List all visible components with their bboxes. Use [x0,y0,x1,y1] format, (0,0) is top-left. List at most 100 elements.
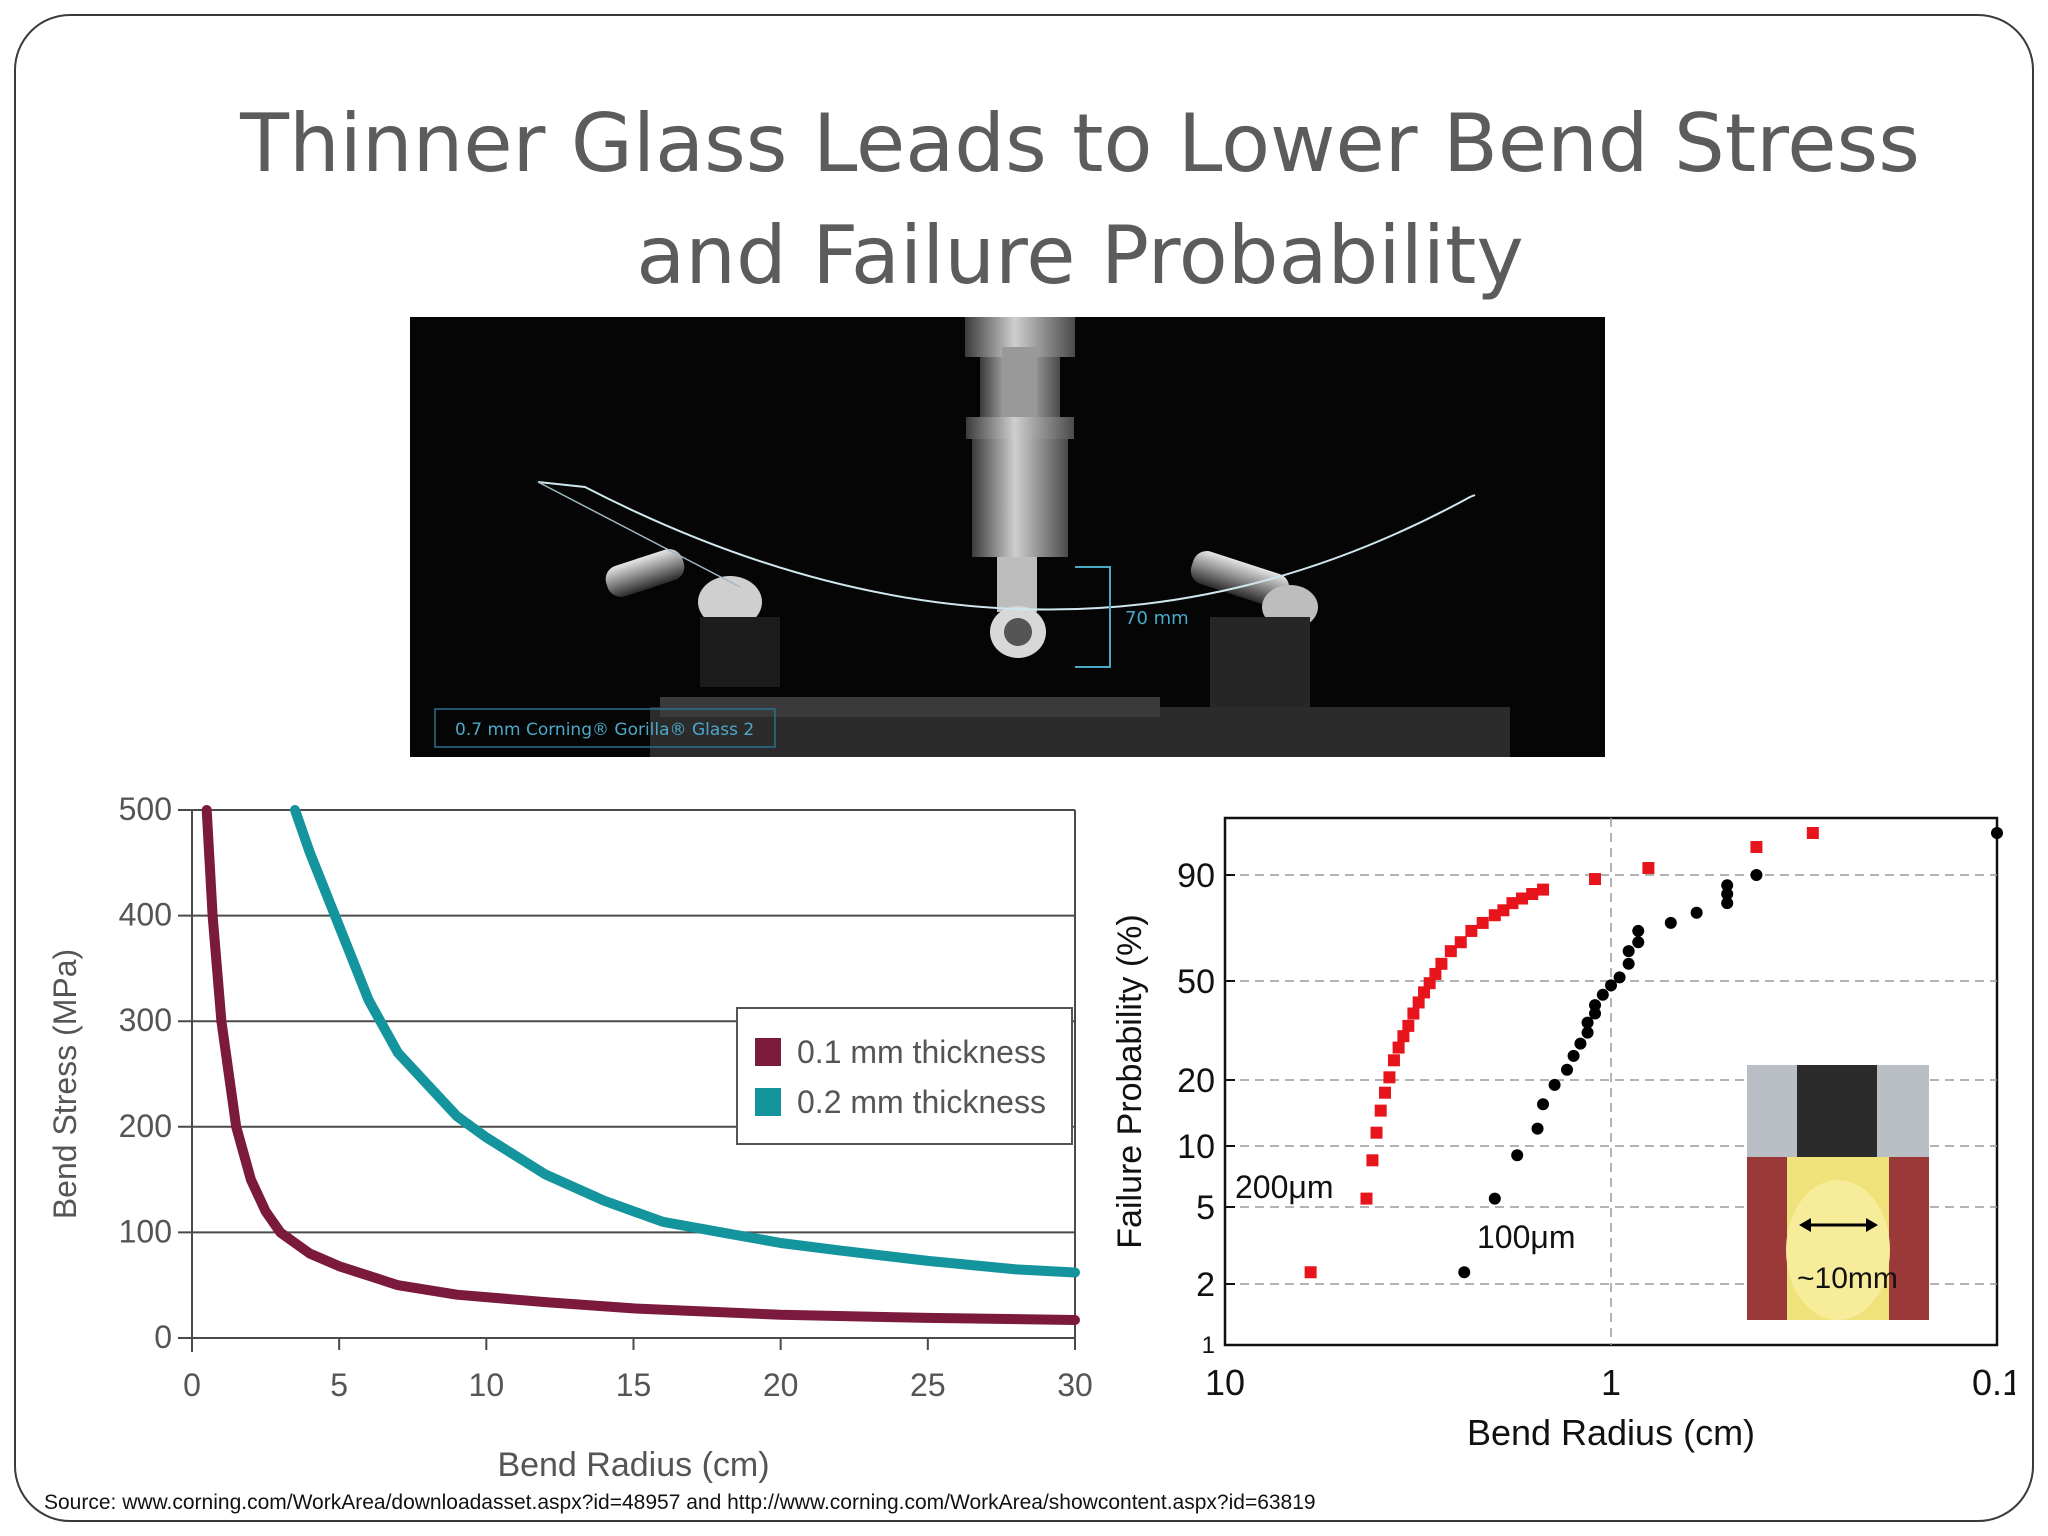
y-tick-label: 0 [154,1319,172,1355]
inset-label: ~10mm [1797,1262,1898,1295]
slide-frame [14,14,2034,1522]
annotation-200um: 200μm [1235,1169,1333,1205]
y-tick-label: 500 [119,791,172,827]
y-axis-label: Bend Stress (MPa) [47,949,83,1219]
x-tick-label: 15 [616,1367,652,1403]
data-point-100um [1605,979,1617,992]
data-point-100um [1511,1149,1524,1162]
data-point-100um [1581,1016,1594,1029]
x-tick-label: 10 [469,1367,505,1403]
data-point-100um [1632,924,1645,937]
data-point-100um [1581,1026,1594,1039]
title-line-1: Thinner Glass Leads to Lower Bend Stress [240,97,1920,190]
data-point-100um [1721,879,1734,892]
data-point-200um [1506,897,1519,910]
data-point-200um [1370,1126,1383,1139]
data-point-100um [1622,945,1635,958]
bend-test-photo: 70 mm 0.7 mm Corning® Gorilla® Glass 2 [410,317,1605,757]
data-point-200um [1423,977,1436,990]
data-point-100um [1632,936,1645,949]
test-fixture [605,317,1510,757]
data-point-200um [1407,1007,1420,1020]
y-tick-label: 5 [1196,1189,1215,1227]
y-tick-label: 400 [119,897,172,933]
caption-box [434,708,776,748]
x-tick-label: 0.1 [1972,1362,2015,1403]
data-point-200um [1537,883,1550,896]
annotation-100um: 100μm [1477,1219,1575,1255]
data-point-100um [1613,971,1626,984]
legend-label: 0.1 mm thickness [797,1034,1046,1070]
data-point-100um [1589,999,1602,1012]
data-point-200um [1304,1266,1317,1279]
y-tick-label: 100 [119,1213,172,1249]
x-tick-label: 0 [183,1367,201,1403]
data-point-100um [1537,1098,1550,1111]
legend-swatch [755,1038,781,1066]
data-point-200um [1497,904,1510,917]
data-point-200um [1392,1041,1405,1054]
y-axis-label: Failure Probability (%) [1111,914,1149,1248]
data-point-200um [1387,1054,1400,1067]
data-point-100um [1596,988,1609,1001]
data-point-100um [1488,1192,1501,1205]
legend [736,1007,1073,1145]
legend-label: 0.2 mm thickness [797,1084,1046,1120]
data-point-200um [1750,841,1763,853]
failure-probability-chart: 1 2 5 10 20 50 90 10 1 0.1 Bend Radius (cm) Failure… [1111,816,2015,1453]
y-tick-label: 10 [1177,1128,1215,1166]
source-citation: Source: www.corning.com/WorkArea/downloa… [44,1491,1316,1514]
legend-swatch [755,1088,781,1116]
y-tick-label: 200 [119,1108,172,1144]
glass-sheet [537,481,1476,611]
series-line-2 [290,805,1080,1278]
x-tick-label: 1 [1601,1362,1621,1403]
y-tick-label: 1 [1202,1332,1215,1359]
x-tick-label: 30 [1057,1367,1093,1403]
x-axis-label: Bend Radius (cm) [497,1446,769,1484]
data-point-200um [1374,1104,1387,1117]
x-tick-label: 20 [763,1367,799,1403]
data-point-100um [1531,1122,1544,1135]
data-point-100um [1721,888,1734,901]
x-axis-label: Bend Radius (cm) [1467,1412,1755,1453]
y-tick-label: 2 [1196,1266,1215,1304]
data-point-100um [1574,1037,1587,1050]
data-point-100um [1690,906,1703,919]
data-point-200um [1516,892,1529,905]
data-point-200um [1360,1192,1373,1205]
photo-caption: 0.7 mm Corning® Gorilla® Glass 2 [455,720,754,740]
inset-photo [1747,1065,1929,1320]
data-point-100um [1991,827,2003,839]
y-tick-label: 50 [1177,963,1215,1001]
data-point-100um [1561,1063,1574,1076]
data-point-200um [1435,957,1448,970]
series-line-1 [201,805,1080,1325]
y-tick-label: 90 [1177,857,1215,895]
bend-stress-chart: 0 100 200 300 400 500 0 5 10 15 20 25 30 Bend Radius … [47,791,1093,1484]
data-point-200um [1397,1030,1410,1043]
data-point-100um [1664,916,1677,929]
y-tick-label: 300 [119,1002,172,1038]
data-point-200um [1418,986,1431,999]
data-point-100um [1622,957,1635,970]
data-point-200um [1642,862,1655,874]
slide-title: Thinner Glass Leads to Lower Bend Stress… [200,88,1960,312]
data-point-200um [1444,945,1457,958]
x-tick-label: 25 [910,1367,946,1403]
data-point-200um [1589,873,1602,886]
data-point-100um [1750,869,1763,881]
x-tick-label: 5 [330,1367,348,1403]
data-point-200um [1806,827,1819,839]
y-tick-label: 20 [1177,1062,1215,1100]
data-point-100um [1721,897,1734,910]
data-point-200um [1454,936,1467,949]
data-point-200um [1412,996,1425,1009]
data-point-100um [1567,1049,1580,1062]
data-point-200um [1465,924,1478,937]
dimension-label: 70 mm [1125,608,1189,629]
data-point-100um [1548,1078,1561,1091]
data-point-100um [1589,1007,1602,1020]
dimension-bracket [1075,566,1111,668]
title-line-2: and Failure Probability [636,209,1524,302]
